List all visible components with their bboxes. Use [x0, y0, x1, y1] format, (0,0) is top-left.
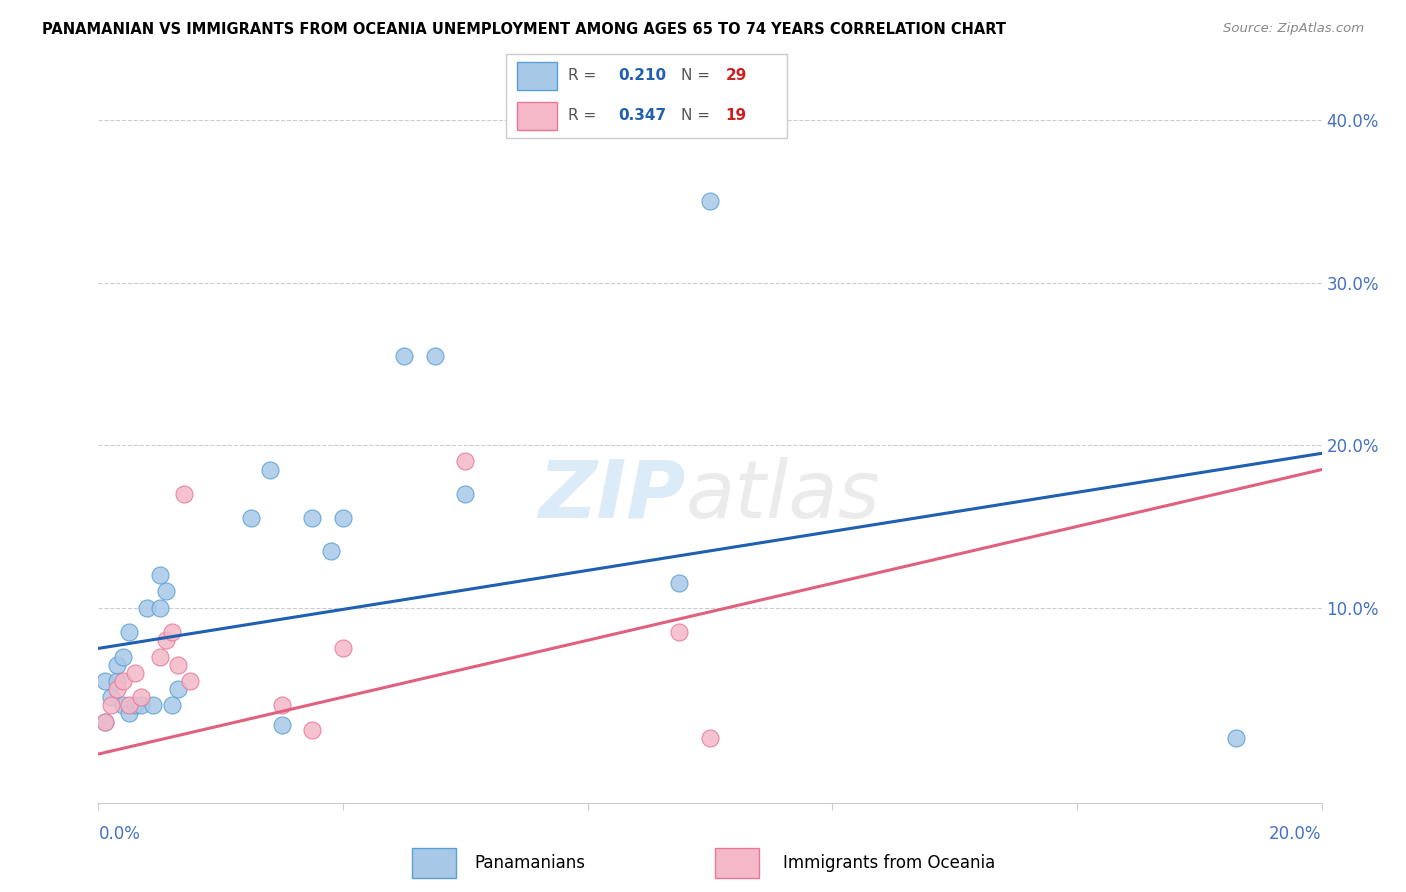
Point [259, 462, 281, 476]
Point [118, 698, 141, 713]
Point [100, 690, 122, 705]
Point [111, 649, 134, 664]
Point [160, 625, 183, 640]
Point [93, 714, 115, 729]
Point [129, 690, 152, 705]
Point [167, 657, 190, 672]
Point [454, 454, 477, 468]
Point [319, 544, 342, 558]
Point [270, 718, 292, 732]
Point [332, 511, 354, 525]
Point [149, 568, 172, 582]
Point [93, 714, 115, 729]
Point [392, 349, 416, 363]
Point [105, 681, 128, 696]
Point [149, 600, 172, 615]
Point [1225, 731, 1247, 745]
FancyBboxPatch shape [412, 848, 456, 878]
Point [454, 487, 477, 501]
Point [149, 649, 172, 664]
Point [142, 698, 165, 713]
FancyBboxPatch shape [517, 62, 557, 90]
Text: N =: N = [681, 108, 714, 123]
Text: 29: 29 [725, 68, 747, 83]
Point [699, 194, 721, 209]
Text: Source: ZipAtlas.com: Source: ZipAtlas.com [1223, 22, 1364, 36]
Text: Panamanians: Panamanians [474, 854, 585, 872]
Text: Immigrants from Oceania: Immigrants from Oceania [783, 854, 995, 872]
Point [332, 641, 354, 656]
Point [136, 600, 159, 615]
Point [167, 681, 190, 696]
Point [111, 698, 134, 713]
Point [173, 487, 195, 501]
Point [93, 673, 115, 688]
Text: atlas: atlas [686, 457, 880, 534]
Text: 0.210: 0.210 [619, 68, 666, 83]
Text: 19: 19 [725, 108, 747, 123]
Point [423, 349, 446, 363]
Point [100, 698, 122, 713]
Point [124, 665, 146, 680]
Point [118, 625, 141, 640]
Point [160, 698, 183, 713]
Point [240, 511, 263, 525]
Point [301, 723, 323, 737]
Text: 0.0%: 0.0% [98, 825, 141, 843]
Text: ZIP: ZIP [538, 457, 686, 534]
Point [105, 673, 128, 688]
Point [155, 633, 177, 648]
Point [301, 511, 323, 525]
FancyBboxPatch shape [716, 848, 759, 878]
Point [105, 657, 128, 672]
FancyBboxPatch shape [517, 102, 557, 130]
Text: R =: R = [568, 108, 602, 123]
Point [111, 673, 134, 688]
Text: R =: R = [568, 68, 602, 83]
Text: PANAMANIAN VS IMMIGRANTS FROM OCEANIA UNEMPLOYMENT AMONG AGES 65 TO 74 YEARS COR: PANAMANIAN VS IMMIGRANTS FROM OCEANIA UN… [42, 22, 1007, 37]
Point [179, 673, 201, 688]
Point [124, 698, 146, 713]
Point [668, 625, 690, 640]
Text: N =: N = [681, 68, 714, 83]
Text: 0.347: 0.347 [619, 108, 666, 123]
Text: 20.0%: 20.0% [1270, 825, 1322, 843]
Point [129, 698, 152, 713]
Point [270, 698, 292, 713]
Point [668, 576, 690, 591]
FancyBboxPatch shape [506, 54, 787, 138]
Point [155, 584, 177, 599]
Point [118, 706, 141, 721]
Point [699, 731, 721, 745]
